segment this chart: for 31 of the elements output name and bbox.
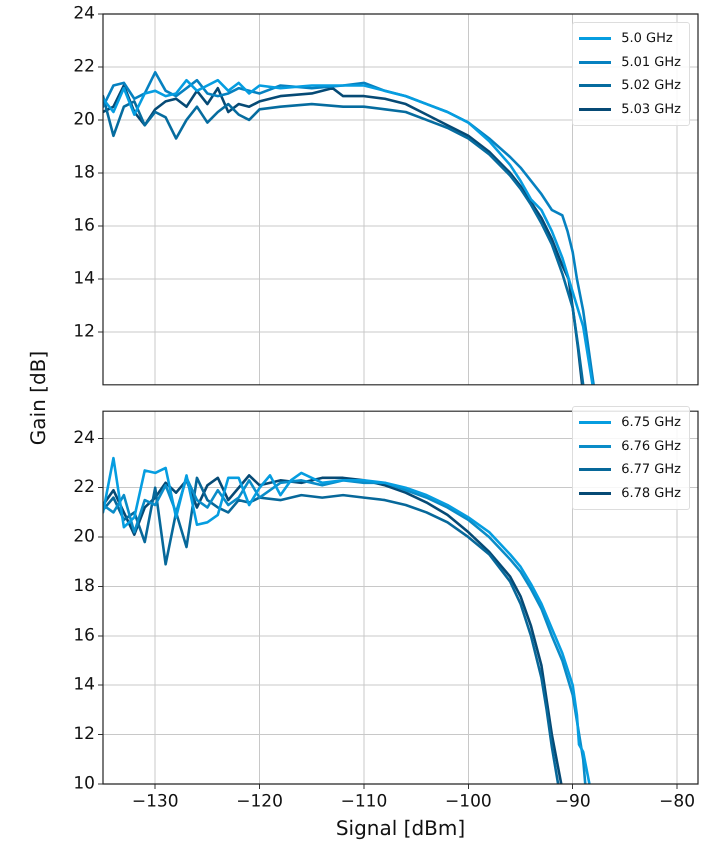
y-tick-label: 22: [73, 477, 95, 498]
y-tick-label: 14: [73, 268, 95, 288]
legend-label: 6.75 GHz: [621, 414, 681, 432]
y-tick-label: 24: [73, 428, 95, 448]
legend-label: 5.0 GHz: [621, 30, 673, 48]
legend-label: 6.78 GHz: [621, 484, 681, 502]
x-tick-label: −80: [659, 792, 696, 812]
legend-label: 5.03 GHz: [621, 100, 681, 118]
legend-label: 5.01 GHz: [621, 54, 681, 72]
y-tick-label: 12: [73, 321, 95, 342]
legend-label: 6.77 GHz: [621, 461, 681, 479]
y-tick-label: 18: [73, 162, 95, 182]
legend-label: 6.76 GHz: [621, 438, 681, 456]
x-tick-label: −100: [445, 792, 492, 812]
x-tick-label: −130: [132, 792, 179, 812]
x-axis-title: Signal [dBm]: [336, 816, 466, 840]
y-tick-label: 24: [73, 3, 95, 24]
y-tick-label: 18: [73, 576, 95, 596]
y-tick-label: 10: [73, 773, 95, 794]
y-tick-label: 12: [73, 724, 95, 744]
x-tick-label: −90: [554, 792, 591, 812]
y-tick-label: 16: [73, 625, 95, 646]
y-tick-label: 22: [73, 56, 95, 76]
legend-label: 5.02 GHz: [621, 77, 681, 95]
y-tick-label: 20: [73, 526, 95, 547]
y-axis-title: Gain [dB]: [26, 350, 50, 446]
y-tick-label: 20: [73, 109, 95, 130]
x-tick-label: −110: [340, 792, 388, 812]
y-tick-label: 16: [73, 215, 95, 236]
y-tick-label: 14: [73, 674, 95, 695]
x-tick-label: −120: [236, 792, 283, 812]
